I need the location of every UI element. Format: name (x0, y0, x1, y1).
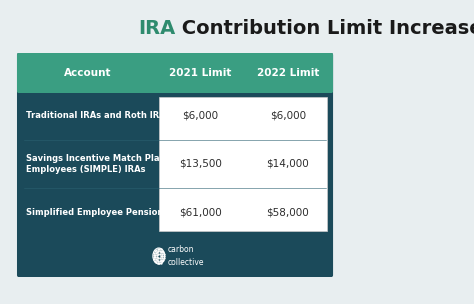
Text: Savings Incentive Match Plan for
Employees (SIMPLE) IRAs: Savings Incentive Match Plan for Employe… (26, 154, 182, 174)
FancyBboxPatch shape (18, 73, 332, 91)
FancyBboxPatch shape (17, 53, 333, 277)
Text: $58,000: $58,000 (266, 208, 309, 218)
FancyBboxPatch shape (159, 97, 327, 231)
Text: 2021 Limit: 2021 Limit (169, 68, 231, 78)
Text: $6,000: $6,000 (270, 110, 306, 120)
Text: $61,000: $61,000 (179, 208, 221, 218)
Text: Contribution Limit Increase: Contribution Limit Increase (175, 19, 474, 37)
Text: carbon
collective: carbon collective (168, 245, 204, 267)
Text: 2022 Limit: 2022 Limit (256, 68, 319, 78)
Text: Simplified Employee Pension (SEP) Plans: Simplified Employee Pension (SEP) Plans (26, 208, 220, 217)
Text: $6,000: $6,000 (182, 110, 218, 120)
FancyBboxPatch shape (17, 53, 333, 93)
Text: Traditional IRAs and Roth IRAs: Traditional IRAs and Roth IRAs (26, 111, 171, 120)
Text: IRA: IRA (138, 19, 175, 37)
Text: $14,000: $14,000 (266, 159, 309, 169)
Text: $13,500: $13,500 (179, 159, 221, 169)
Text: Account: Account (64, 68, 111, 78)
